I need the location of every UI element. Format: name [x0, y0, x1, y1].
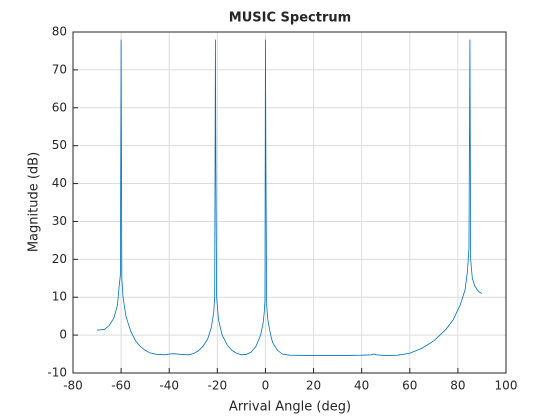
- x-tick-label: 80: [450, 379, 465, 393]
- y-tick-label: -10: [47, 366, 67, 380]
- plot-frame: [72, 31, 507, 374]
- chart-title: MUSIC Spectrum: [229, 11, 351, 26]
- y-tick-label: 30: [52, 214, 67, 228]
- x-tick-label: 60: [402, 379, 417, 393]
- x-tick-label: 0: [262, 379, 270, 393]
- data-line: [97, 39, 483, 356]
- x-tick-label: 40: [354, 379, 369, 393]
- y-tick-label: 0: [59, 328, 67, 342]
- y-tick-label: 80: [52, 25, 67, 39]
- y-tick-label: 10: [52, 290, 67, 304]
- y-tick-label: 70: [52, 62, 67, 76]
- y-tick-label: 20: [52, 252, 67, 266]
- x-tick-label: -40: [159, 379, 179, 393]
- y-axis-label: Magnitude (dB): [27, 152, 42, 252]
- y-tick-label: 60: [52, 100, 67, 114]
- x-tick-label: 20: [306, 379, 321, 393]
- x-tick-label: 100: [495, 379, 518, 393]
- y-tick-label: 50: [52, 138, 67, 152]
- x-tick-label: -80: [63, 379, 83, 393]
- y-tick-label: 40: [52, 176, 67, 190]
- x-axis-label: Arrival Angle (deg): [229, 400, 351, 415]
- x-tick-label: -60: [111, 379, 131, 393]
- x-tick-label: -20: [208, 379, 228, 393]
